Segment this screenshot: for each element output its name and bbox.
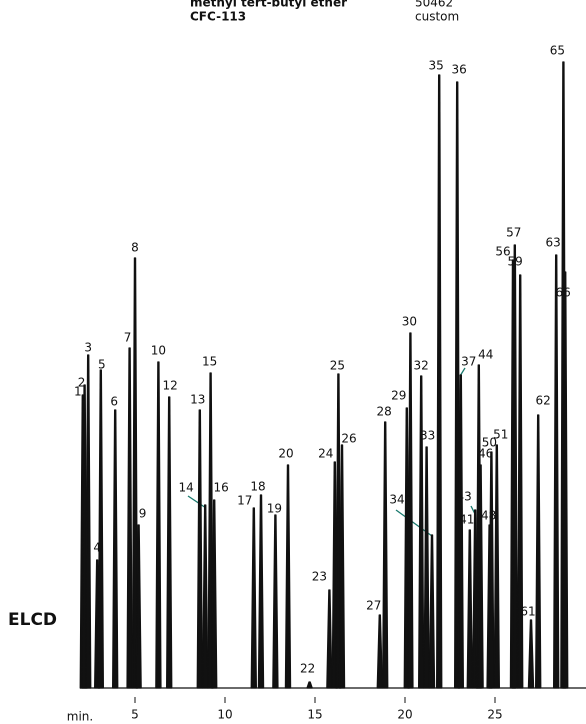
x-tick-label: 10 — [217, 708, 232, 722]
peak-label: 23 — [312, 570, 327, 584]
peak-label: 9 — [139, 507, 147, 521]
peak — [376, 614, 383, 689]
peak — [272, 514, 279, 689]
peak-label: 33 — [420, 429, 435, 443]
peak-label: 28 — [377, 405, 392, 419]
leader-line — [187, 495, 207, 509]
peak-label: 61 — [520, 605, 535, 619]
peak — [211, 499, 218, 689]
peak-label: 10 — [151, 344, 166, 358]
peak-label: 5 — [98, 358, 106, 372]
peak — [428, 534, 436, 689]
peak-label: 44 — [478, 348, 493, 362]
peak — [155, 361, 162, 689]
peak-label: 26 — [341, 432, 356, 446]
peak-label: 18 — [250, 480, 265, 494]
peak-label: 19 — [267, 502, 282, 516]
peak-label: 41 — [459, 513, 474, 527]
peak — [477, 464, 484, 689]
peak-label: 20 — [278, 447, 293, 461]
annotation: methyl tert-butyl ether — [190, 0, 347, 10]
peak-label: 34 — [389, 493, 404, 507]
peak-label: 48 — [481, 509, 496, 523]
peak — [166, 396, 173, 689]
peak — [284, 464, 292, 689]
peak — [250, 507, 257, 689]
peak — [493, 444, 500, 689]
peak-label: 43 — [457, 490, 472, 504]
peak — [488, 451, 495, 689]
peak-label: 66 — [556, 286, 571, 300]
peak-label: 29 — [391, 389, 406, 403]
annotation: CFC-113 — [190, 10, 246, 24]
peak-label: 56 — [495, 245, 510, 259]
peak — [511, 244, 518, 689]
peak — [306, 681, 313, 689]
peak — [466, 529, 473, 689]
peak — [423, 446, 430, 689]
peak — [135, 524, 142, 689]
peak — [553, 254, 560, 689]
peak-label: 25 — [330, 359, 345, 373]
peak — [517, 274, 524, 689]
peak-label: 59 — [508, 255, 523, 269]
peak-label: 15 — [202, 355, 217, 369]
peak — [535, 414, 542, 689]
peak — [126, 347, 133, 689]
peak-label: 3 — [84, 341, 92, 355]
peak-label: 65 — [550, 44, 565, 58]
annotation: 50462 — [415, 0, 453, 10]
peak-label: 2 — [78, 376, 86, 390]
peak — [407, 332, 414, 689]
peak — [97, 369, 104, 689]
peak-label: 63 — [546, 236, 561, 250]
peak-label: 51 — [493, 428, 508, 442]
peak-label: 6 — [110, 395, 118, 409]
peak-label: 50 — [482, 436, 497, 450]
x-tick-label: 5 — [131, 708, 139, 722]
x-tick-label: 20 — [397, 708, 412, 722]
peak — [527, 619, 535, 689]
x-tick-label: 25 — [487, 708, 502, 722]
peak — [457, 374, 464, 689]
peak — [326, 589, 333, 689]
peak-label: 7 — [124, 331, 132, 345]
peak-label: 12 — [163, 379, 178, 393]
peak-label: 57 — [506, 226, 521, 240]
annotation: custom — [415, 10, 459, 24]
detector-label: ELCD — [8, 610, 57, 630]
peak-label: 30 — [402, 315, 417, 329]
peak — [85, 354, 92, 689]
peak-label: 17 — [237, 494, 252, 508]
x-tick-label: 15 — [307, 708, 322, 722]
peak-label: 8 — [131, 241, 139, 255]
peak-label: 22 — [300, 662, 315, 676]
x-axis-label: min. — [67, 710, 93, 724]
peak-label: 46 — [478, 447, 493, 461]
peak — [196, 409, 203, 689]
peak-label: 16 — [214, 481, 229, 495]
peak-label: 36 — [452, 63, 467, 77]
peak-label: 4 — [93, 541, 101, 555]
peak-label: 35 — [429, 59, 444, 73]
peak — [338, 444, 346, 689]
peak-label: 27 — [366, 599, 381, 613]
peak — [112, 409, 119, 689]
peak — [382, 421, 389, 689]
peak-label: 1 — [74, 385, 82, 399]
peak-label: 14 — [179, 481, 194, 495]
peak — [562, 271, 569, 689]
peak-label: 62 — [536, 394, 551, 408]
peak-label: 32 — [414, 359, 429, 373]
peak — [257, 494, 265, 689]
peak-label: 13 — [190, 393, 205, 407]
peak-label: 37 — [461, 355, 476, 369]
peak — [202, 504, 209, 689]
peak — [436, 74, 443, 689]
peak — [418, 375, 425, 689]
peak-label: 24 — [318, 447, 333, 461]
